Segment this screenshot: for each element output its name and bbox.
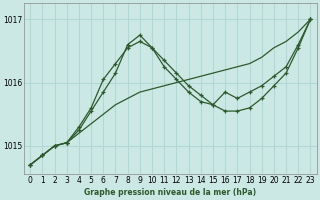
X-axis label: Graphe pression niveau de la mer (hPa): Graphe pression niveau de la mer (hPa) (84, 188, 256, 197)
